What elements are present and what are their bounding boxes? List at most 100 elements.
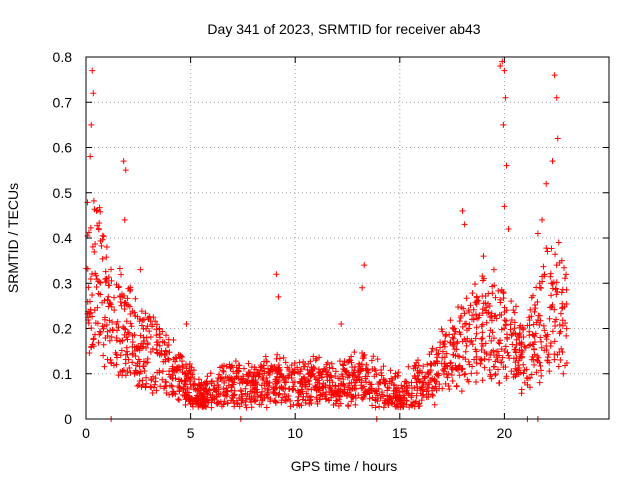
data-point [299, 396, 306, 403]
data-point [146, 328, 153, 335]
y-tick-label: 0.3 [53, 275, 73, 291]
data-point [84, 233, 91, 240]
x-tick-label: 15 [392, 425, 408, 441]
data-point [501, 203, 508, 210]
data-point [489, 317, 496, 324]
data-point [183, 320, 190, 327]
data-point [138, 322, 145, 329]
data-point [175, 396, 182, 403]
data-point [532, 330, 539, 337]
data-point [512, 346, 519, 353]
data-point [139, 317, 146, 324]
data-point [121, 305, 128, 312]
data-point [437, 339, 444, 346]
data-point [91, 307, 98, 314]
data-point [118, 271, 125, 278]
data-point [177, 353, 184, 360]
data-point [161, 383, 168, 390]
data-point [271, 389, 278, 396]
data-point [251, 398, 258, 405]
data-point [332, 368, 339, 375]
data-point [537, 367, 544, 374]
data-point [467, 302, 474, 309]
data-point [101, 316, 108, 323]
data-point [417, 390, 424, 397]
data-point [374, 394, 381, 401]
data-point [201, 395, 208, 402]
data-point [163, 332, 170, 339]
data-point [254, 381, 261, 388]
data-point [492, 294, 499, 301]
data-point [476, 312, 483, 319]
data-point [111, 307, 118, 314]
data-point [463, 295, 470, 302]
data-point [132, 353, 139, 360]
data-point [423, 394, 430, 401]
data-point [96, 279, 103, 286]
data-point [414, 383, 421, 390]
data-point [374, 356, 381, 363]
data-point [472, 311, 479, 318]
data-point [513, 303, 520, 310]
data-point [125, 356, 132, 363]
data-point [296, 389, 303, 396]
data-point [501, 347, 508, 354]
data-point [294, 364, 301, 371]
data-point [537, 334, 544, 341]
data-point [557, 357, 564, 364]
data-point [328, 360, 335, 367]
data-point [124, 295, 131, 302]
data-point [412, 375, 419, 382]
data-point [270, 385, 277, 392]
data-point [123, 301, 130, 308]
data-point [84, 199, 91, 206]
data-point [359, 365, 366, 372]
data-point [445, 382, 452, 389]
data-point [449, 366, 456, 373]
data-point [378, 366, 385, 373]
data-point [203, 388, 210, 395]
data-point [392, 373, 399, 380]
data-point [455, 363, 462, 370]
data-point [483, 319, 490, 326]
data-point [93, 207, 100, 214]
data-point [490, 335, 497, 342]
data-point [535, 312, 542, 319]
data-point [342, 368, 349, 375]
data-point [380, 363, 387, 370]
data-point [346, 372, 353, 379]
data-point [447, 360, 454, 367]
y-tick-label: 0.6 [53, 140, 73, 156]
data-point [428, 377, 435, 384]
data-point [265, 383, 272, 390]
data-point [324, 373, 331, 380]
data-point [216, 371, 223, 378]
data-point [154, 350, 161, 357]
data-point [295, 393, 302, 400]
data-point [479, 343, 486, 350]
data-point [191, 376, 198, 383]
data-point [134, 382, 141, 389]
data-point [472, 335, 479, 342]
data-point [113, 320, 120, 327]
data-point [438, 326, 445, 333]
data-point [557, 310, 564, 317]
data-point [208, 378, 215, 385]
data-point [420, 363, 427, 370]
data-point [156, 331, 163, 338]
data-point [451, 330, 458, 337]
data-point [275, 362, 282, 369]
data-point [220, 385, 227, 392]
data-point [182, 371, 189, 378]
data-point [106, 282, 113, 289]
data-point [457, 331, 464, 338]
plot-frame [85, 56, 610, 420]
data-point [197, 387, 204, 394]
data-point [447, 339, 454, 346]
data-point [409, 402, 416, 409]
data-point [165, 336, 172, 343]
data-point [381, 377, 388, 384]
data-point [262, 353, 269, 360]
data-point [539, 273, 546, 280]
data-point [340, 362, 347, 369]
